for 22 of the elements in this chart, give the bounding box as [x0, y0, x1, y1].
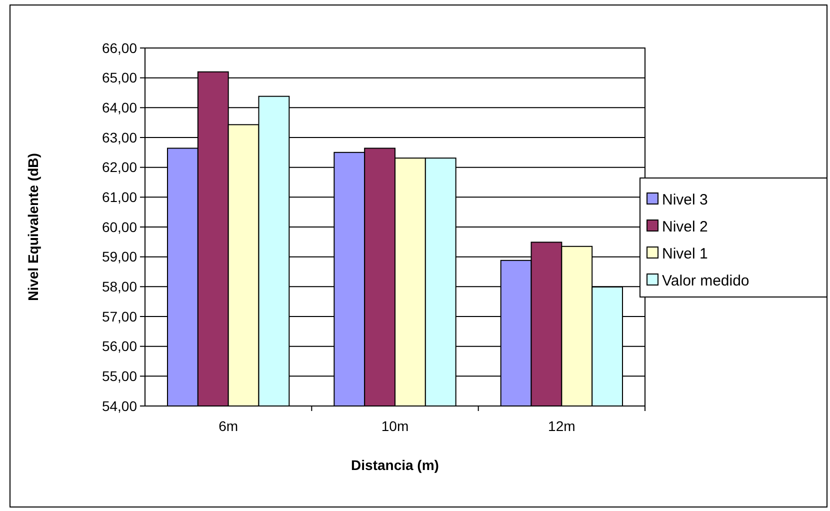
- x-tick-label: 12m: [548, 418, 576, 434]
- y-tick-label: 59,00: [102, 248, 138, 265]
- legend-label: Nivel 3: [662, 191, 708, 208]
- legend-label: Nivel 2: [662, 218, 708, 236]
- y-tick-label: 61,00: [102, 189, 138, 206]
- y-tick-label: 57,00: [102, 308, 138, 324]
- y-tick-label: 63,00: [102, 129, 138, 146]
- x-axis-title: Distancia (m): [351, 457, 439, 473]
- legend-label: Nivel 1: [662, 245, 708, 262]
- x-tick-label: 6m: [218, 418, 238, 434]
- y-tick-label: 60,00: [102, 218, 138, 235]
- y-tick-label: 54,00: [102, 398, 138, 414]
- y-tick-label: 55,00: [102, 368, 138, 384]
- y-axis-title: Nivel Equivalente (dB): [25, 153, 41, 301]
- legend-label: Valor medido: [662, 272, 750, 290]
- y-tick-label: 64,00: [102, 100, 138, 116]
- y-tick-label: 56,00: [102, 338, 138, 354]
- y-tick-label: 62,00: [102, 159, 138, 176]
- y-tick-label: 66,00: [102, 40, 138, 56]
- x-tick-label: 10m: [381, 418, 409, 434]
- y-tick-label: 65,00: [102, 70, 138, 86]
- y-tick-label: 58,00: [102, 278, 138, 295]
